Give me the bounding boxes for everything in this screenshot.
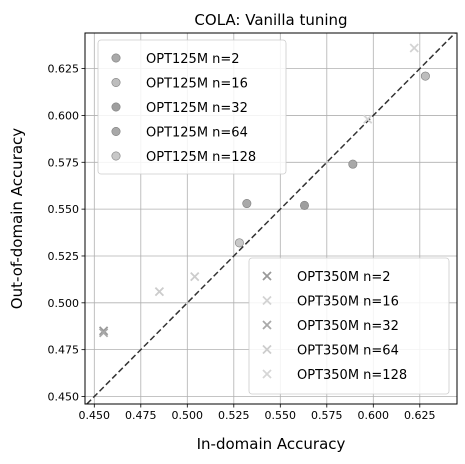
plot-frame bbox=[84, 32, 458, 405]
legend-entry: OPT125M n=64 bbox=[146, 126, 248, 141]
legend-marker bbox=[111, 102, 121, 112]
y-tick-label: 0.575 bbox=[48, 156, 80, 169]
data-points bbox=[98, 43, 430, 338]
circle-point bbox=[348, 159, 358, 169]
circle-point bbox=[242, 199, 252, 209]
x-point-stroke bbox=[98, 328, 109, 338]
x-point-stroke bbox=[190, 271, 200, 282]
circle-point bbox=[234, 238, 244, 248]
y-tick-label: 0.450 bbox=[48, 391, 80, 404]
x-point bbox=[409, 43, 419, 53]
legend-marker bbox=[262, 320, 272, 330]
y-tick-label: 0.600 bbox=[48, 109, 80, 122]
legend-marker-stroke bbox=[262, 295, 272, 306]
x-tick-label: 0.575 bbox=[311, 409, 343, 422]
legend-marker bbox=[111, 127, 121, 137]
x-tick-label: 0.525 bbox=[218, 409, 250, 422]
x-tick-label: 0.550 bbox=[265, 409, 297, 422]
legend-entry: OPT125M n=16 bbox=[146, 77, 248, 92]
legend-marker-stroke bbox=[262, 320, 272, 330]
x-point bbox=[98, 328, 109, 338]
legend-entry: OPT350M n=128 bbox=[297, 368, 407, 383]
legend-box bbox=[97, 39, 287, 175]
diagonal-line bbox=[86, 32, 456, 405]
legend-marker bbox=[262, 295, 272, 306]
legend-entry: OPT350M n=2 bbox=[297, 270, 391, 285]
x-axis-label: In-domain Accuracy bbox=[197, 435, 346, 453]
legend-marker bbox=[111, 53, 121, 63]
x-point-stroke bbox=[409, 43, 419, 53]
x-tick-label: 0.450 bbox=[79, 409, 111, 422]
legend-entry: OPT350M n=16 bbox=[297, 295, 399, 310]
legends: OPT125M n=2 OPT125M n=16 OPT125M n=32 OPT12… bbox=[97, 39, 450, 395]
legend-marker-stroke bbox=[262, 344, 272, 355]
circle-point bbox=[299, 200, 309, 210]
x-tick-label: 0.600 bbox=[358, 409, 390, 422]
legend-entry: OPT350M n=32 bbox=[297, 319, 399, 334]
y-tick-label: 0.550 bbox=[48, 203, 80, 216]
y-tick-label: 0.525 bbox=[48, 250, 80, 263]
x-point bbox=[363, 114, 373, 124]
x-tick-label: 0.475 bbox=[125, 409, 157, 422]
legend-entry: OPT350M n=64 bbox=[297, 344, 399, 359]
legend-entry: OPT125M n=2 bbox=[146, 52, 240, 67]
legend-marker-stroke bbox=[262, 271, 272, 281]
y-axis-label: Out-of-domain Accuracy bbox=[8, 128, 26, 309]
legend-opt350m: OPT350M n=2 OPT350M n=16 OPT350M n=32 OPT35… bbox=[248, 257, 450, 395]
x-tick-label: 0.500 bbox=[172, 409, 204, 422]
x-point-stroke bbox=[363, 114, 373, 124]
axes: 0.450 0.475 0.500 0.525 0.550 0.575 0.600 0.625… bbox=[48, 32, 458, 422]
y-tick-label: 0.500 bbox=[48, 297, 80, 310]
circle-point bbox=[420, 71, 430, 81]
x-point bbox=[154, 286, 165, 297]
legend-opt125m: OPT125M n=2 OPT125M n=16 OPT125M n=32 OPT12… bbox=[97, 39, 287, 175]
x-point-stroke bbox=[154, 286, 165, 297]
legend-marker bbox=[262, 271, 272, 281]
legend-marker bbox=[111, 78, 121, 88]
legend-marker bbox=[262, 369, 272, 379]
legend-entry: OPT125M n=128 bbox=[146, 150, 256, 165]
legend-box bbox=[248, 257, 450, 395]
x-point-stroke bbox=[98, 326, 109, 336]
legend-marker bbox=[111, 151, 121, 161]
y-tick-label: 0.625 bbox=[48, 63, 80, 76]
legend-marker-stroke bbox=[262, 369, 272, 379]
y-tick-label: 0.475 bbox=[48, 344, 80, 357]
chart-title: COLA: Vanilla tuning bbox=[194, 11, 347, 29]
diagonal-line-group bbox=[86, 32, 456, 405]
x-tick-label: 0.625 bbox=[404, 409, 436, 422]
x-point bbox=[98, 326, 109, 336]
x-point bbox=[190, 271, 200, 282]
legend-marker bbox=[262, 344, 272, 355]
legend-entry: OPT125M n=32 bbox=[146, 101, 248, 116]
